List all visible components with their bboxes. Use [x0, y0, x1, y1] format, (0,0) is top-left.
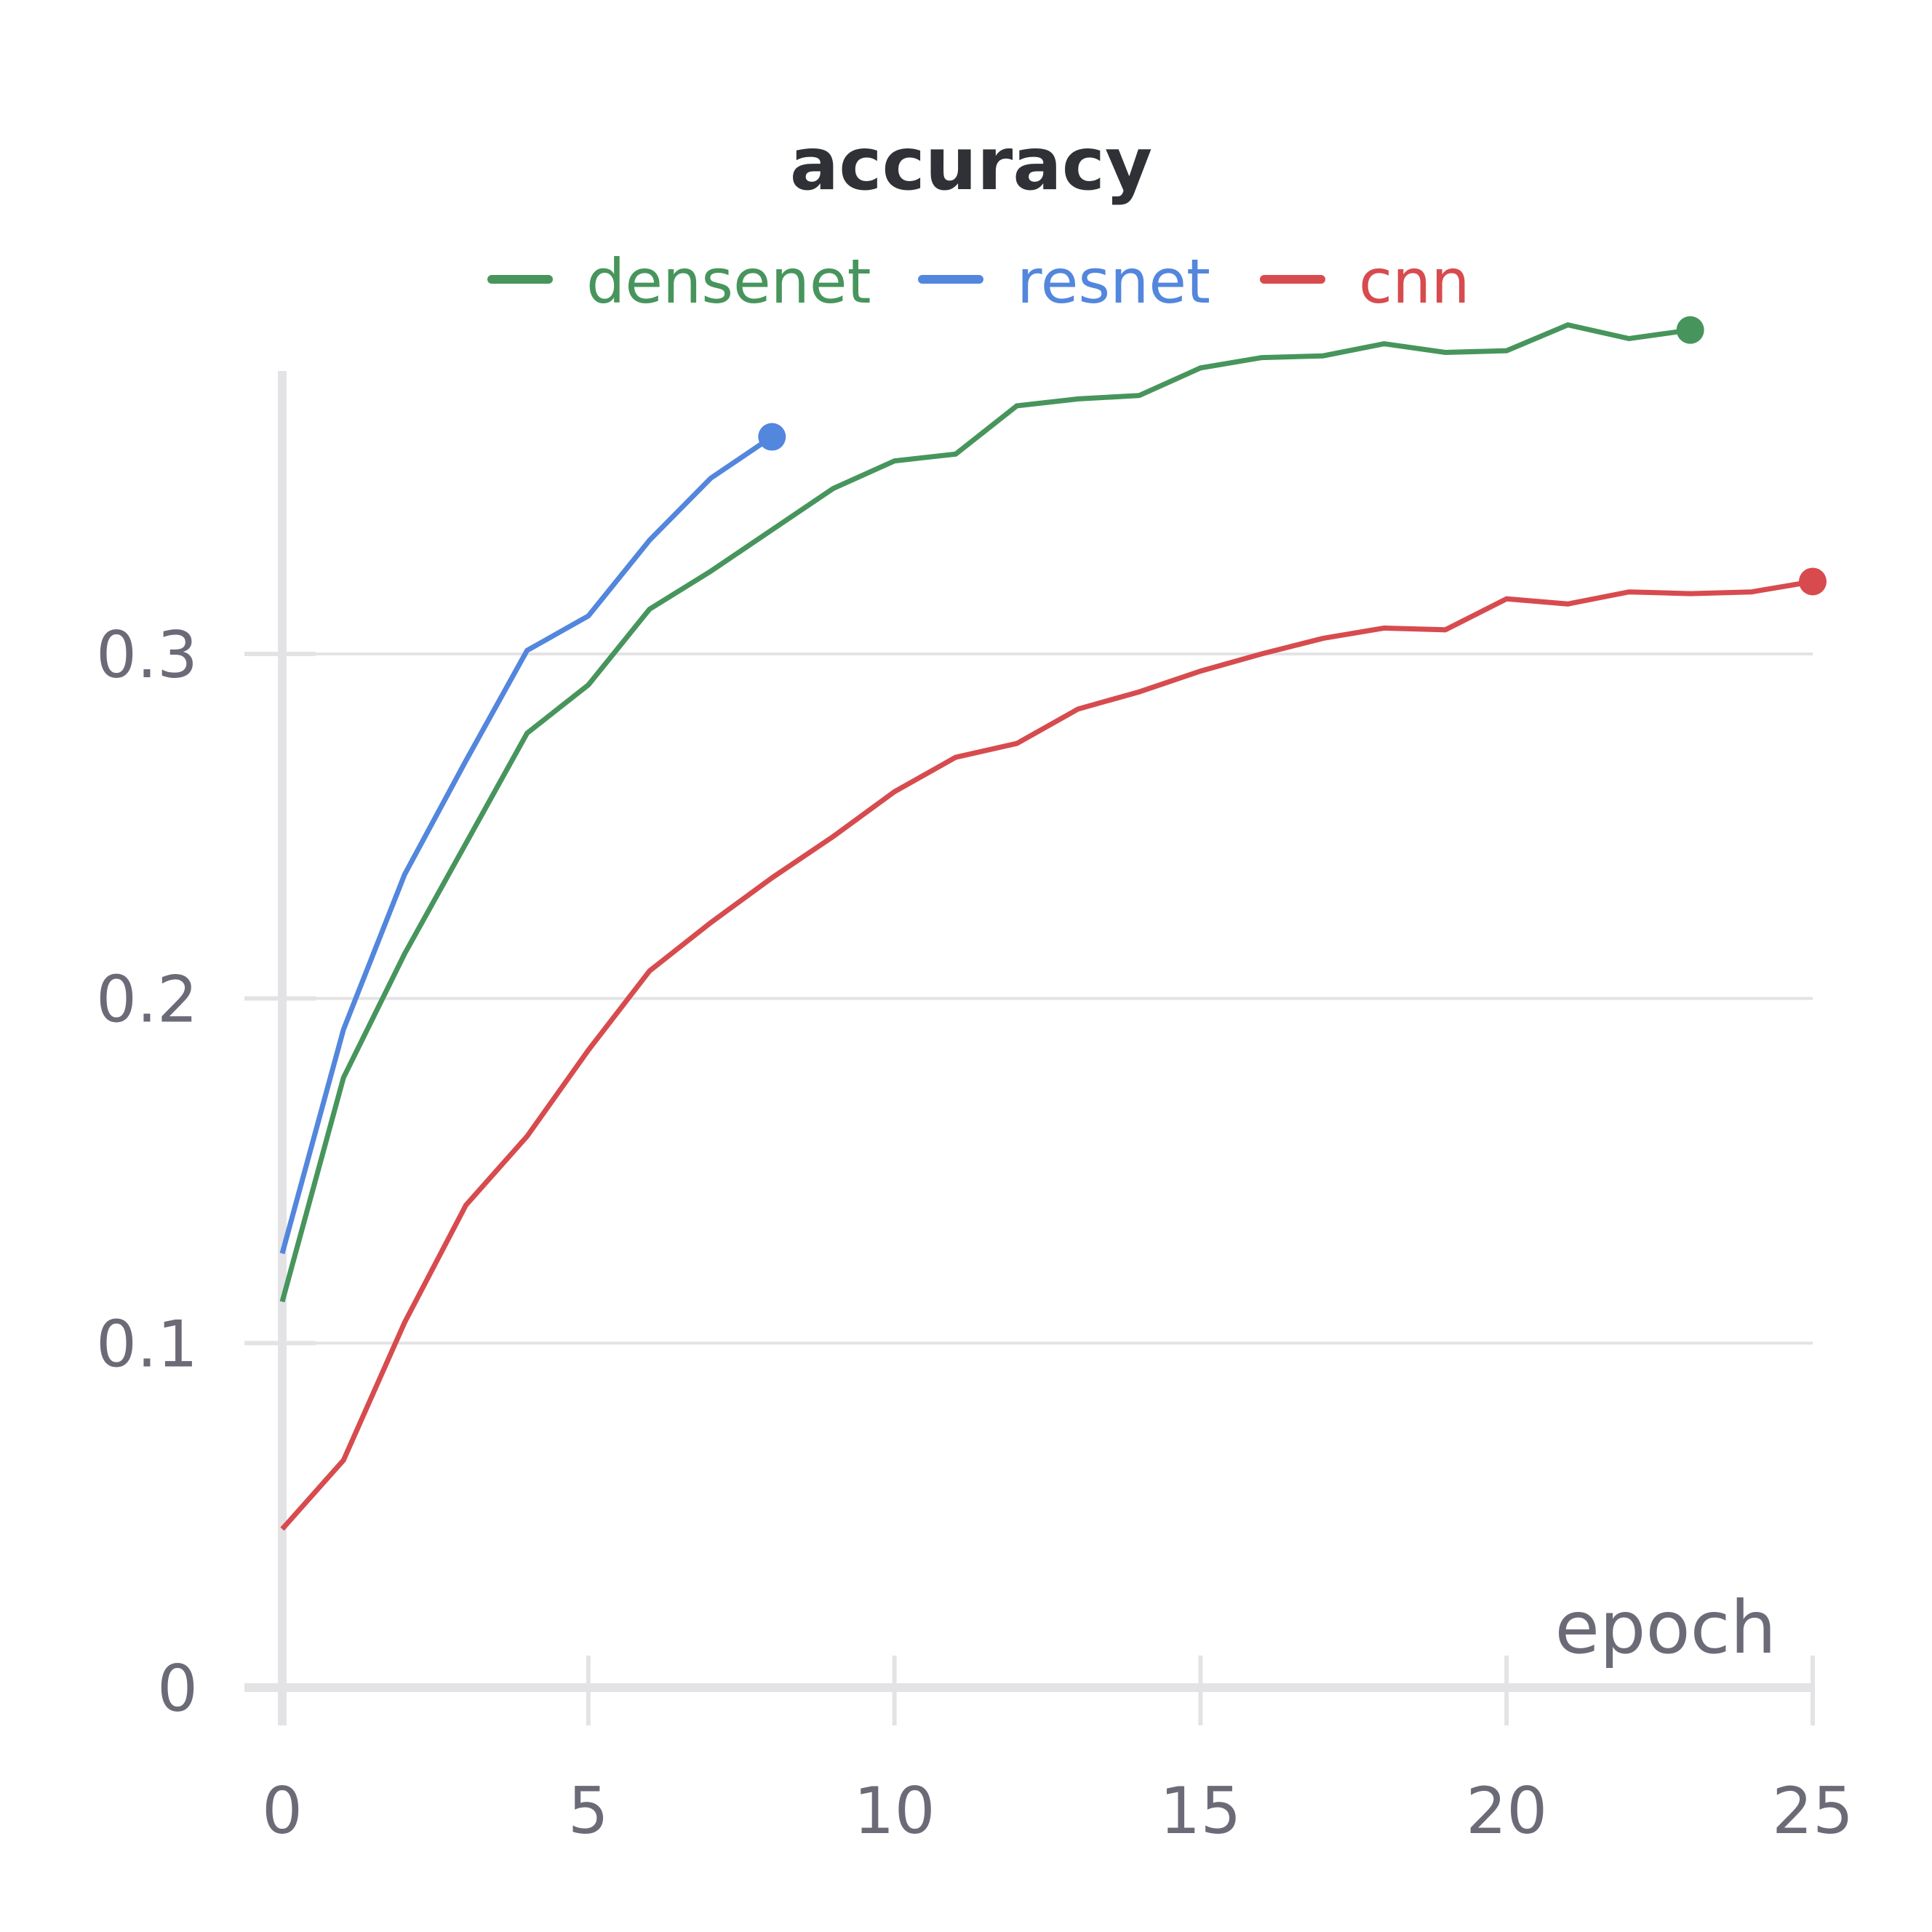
y-tick-label: 0.1 — [96, 1306, 198, 1381]
x-tick-label: 0 — [262, 1773, 303, 1848]
series-line-cnn — [280, 579, 1813, 1531]
y-tick-label: 0.2 — [96, 962, 198, 1037]
x-axis-label: epoch — [1554, 1585, 1776, 1670]
grid-layer — [282, 652, 1813, 1345]
y-tick-label: 0 — [157, 1651, 198, 1726]
axis-layer — [244, 371, 1813, 1725]
legend-label-cnn: cnn — [1359, 246, 1470, 317]
x-tick-label: 25 — [1772, 1773, 1853, 1848]
x-tick-label: 5 — [568, 1773, 609, 1848]
series-line-resnet — [279, 434, 774, 1255]
x-tick-label: 20 — [1466, 1773, 1547, 1848]
series-line-densenet — [279, 322, 1691, 1303]
series-layer — [279, 316, 1827, 1531]
y-tick-label: 0.3 — [96, 618, 198, 692]
series-end-marker-resnet — [758, 423, 786, 451]
tick-layer: 0 0.1 0.2 0.3 0 5 10 15 20 25 — [96, 618, 1853, 1848]
series-end-marker-densenet — [1676, 316, 1704, 344]
legend-label-resnet: resnet — [1017, 246, 1210, 317]
x-tick-label: 10 — [854, 1773, 935, 1848]
legend-label-densenet: densenet — [586, 246, 871, 317]
chart-title: accuracy — [790, 121, 1153, 207]
legend: densenet resnet cnn — [487, 246, 1470, 317]
series-end-marker-cnn — [1799, 567, 1827, 596]
x-tick-label: 15 — [1159, 1773, 1241, 1848]
